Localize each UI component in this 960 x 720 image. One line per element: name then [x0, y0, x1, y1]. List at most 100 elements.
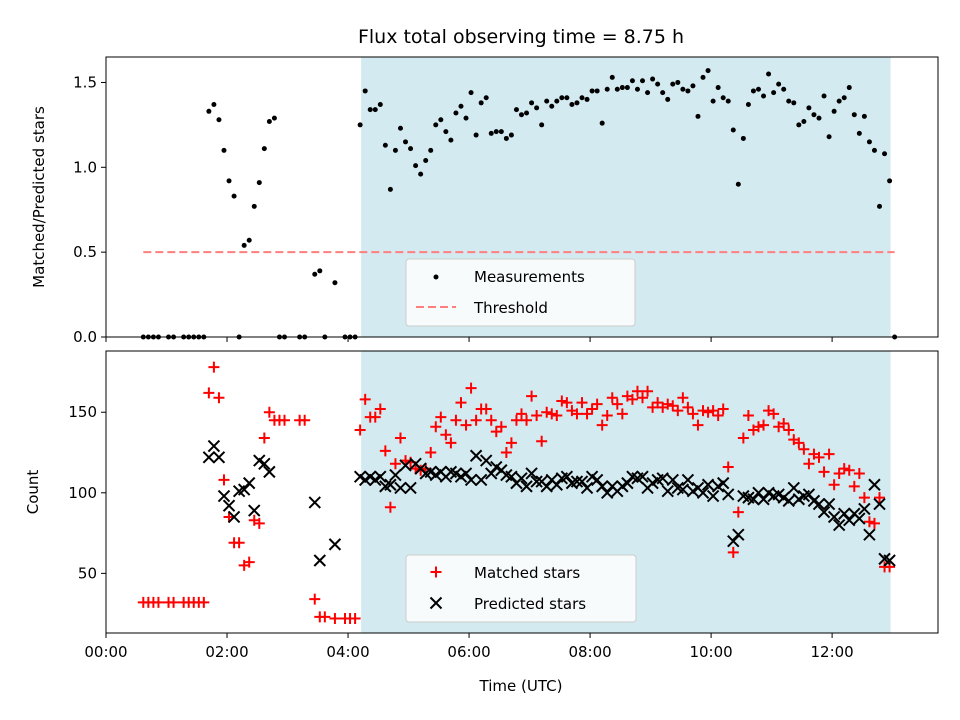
measurement-point [271, 115, 277, 121]
predicted-star-point [636, 470, 649, 483]
bottom-y-tick-label: 100 [68, 484, 97, 502]
predicted-star-point [883, 554, 896, 567]
measurement-point [463, 115, 469, 121]
legend-measurement-marker [433, 274, 439, 280]
matched-star-point [510, 414, 522, 426]
predicted-star-point [832, 518, 846, 532]
predicted-star-point [853, 512, 866, 525]
matched-star-point [233, 537, 245, 549]
bottom-axes-frame [105, 350, 939, 634]
legend-matched-label: Matched stars [474, 564, 580, 582]
measurement-point [266, 118, 272, 124]
predicted-star-point [580, 481, 594, 495]
top-legend-box [405, 258, 636, 327]
measurement-point [811, 112, 817, 118]
matched-star-point [208, 361, 220, 373]
matched-star-point [828, 479, 840, 491]
legend-predicted-marker [429, 596, 443, 610]
measurement-point [413, 163, 419, 169]
measurement-point [206, 108, 212, 114]
measurement-point [529, 100, 535, 106]
matched-star-point [742, 409, 754, 421]
matched-star-point [203, 387, 215, 399]
measurement-point [549, 103, 555, 109]
matched-star-point [692, 419, 704, 431]
measurement-point [781, 86, 787, 92]
predicted-star-point [873, 497, 886, 511]
matched-star-point [768, 408, 780, 420]
predicted-star-point [696, 486, 710, 500]
predicted-star-point [212, 451, 226, 464]
legend-measurements-label: Measurements [474, 268, 585, 286]
matched-star-point [515, 408, 527, 420]
measurement-point [387, 186, 393, 192]
measurement-point [503, 135, 509, 141]
matched-star-point [581, 408, 593, 420]
measurement-point [403, 139, 409, 145]
x-tick-label: 00:00 [84, 643, 127, 661]
measurement-point [786, 98, 792, 104]
matched-star-point [389, 458, 401, 470]
measurement-point [448, 137, 454, 143]
matched-star-point [672, 405, 684, 417]
measurement-point [246, 237, 252, 243]
measurement-point [887, 178, 893, 184]
matched-star-point [394, 432, 406, 444]
measurement-point [776, 81, 782, 87]
matched-star-point [430, 421, 442, 433]
matched-star-point [470, 414, 482, 426]
measurement-point [458, 103, 464, 109]
measurement-point [761, 93, 767, 99]
predicted-star-point [520, 480, 533, 493]
measurement-points [140, 68, 898, 340]
matched-star-point [611, 398, 623, 410]
x-tick-label: 04:00 [326, 643, 369, 661]
matched-star-point [868, 517, 880, 529]
measurement-point [544, 98, 550, 104]
matched-star-point [415, 464, 427, 476]
measurement-point [261, 146, 267, 152]
matched-star-point [546, 408, 558, 420]
measurement-point [801, 118, 807, 124]
predicted-star-point [217, 489, 231, 503]
matched-star-point [455, 397, 467, 409]
matched-star-point [263, 406, 275, 418]
predicted-star-point [661, 484, 674, 498]
measurement-point [690, 83, 696, 89]
measurement-point [634, 86, 640, 92]
measurement-point [660, 90, 666, 96]
measurement-point [745, 102, 751, 108]
matched-star-point [526, 390, 538, 402]
top-panel: 0.0 0.5 1.0 1.5 Matched/Predicted stars Mea… [30, 56, 939, 346]
matched-star-point [631, 385, 643, 397]
predicted-star-point [374, 470, 387, 483]
measurement-point [211, 102, 217, 108]
measurement-point [614, 86, 620, 92]
measurement-point [564, 95, 570, 101]
matched-star-point [152, 596, 164, 608]
measurement-point [670, 81, 676, 87]
predicted-star-point [863, 528, 876, 541]
predicted-star-point [399, 459, 412, 472]
measurement-point [871, 147, 877, 153]
predicted-star-point [530, 475, 543, 488]
predicted-star-point [732, 528, 745, 541]
measurement-point [685, 88, 691, 94]
matched-star-point [823, 448, 835, 460]
predicted-star-point [202, 451, 216, 464]
matched-star-point [500, 447, 512, 459]
predicted-star-point [716, 476, 730, 490]
x-tick-label: 12:00 [810, 643, 853, 661]
bottom-legend: Matched stars Predicted stars [405, 554, 637, 623]
matched-star-point [198, 596, 210, 608]
matched-star-point [445, 437, 457, 449]
measurement-point [226, 178, 232, 184]
measurement-point [831, 108, 837, 114]
matched-star-point [319, 611, 331, 623]
matched-star-point [707, 405, 719, 417]
measurement-point [256, 180, 262, 186]
matched-star-point [425, 447, 437, 459]
matched-star-point [531, 409, 543, 421]
measurement-point [650, 76, 656, 82]
